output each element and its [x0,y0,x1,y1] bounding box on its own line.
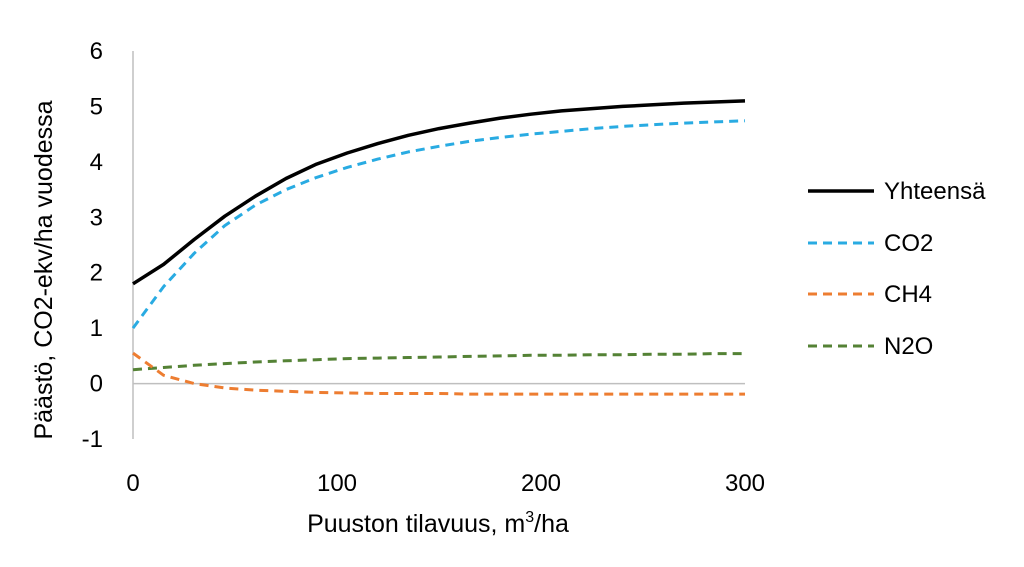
x-tick-label: 300 [725,470,765,497]
y-tick-label: 3 [90,204,103,231]
y-tick-label: 1 [90,315,103,342]
series-line-co2 [131,119,746,329]
legend-label-n2o: N2O [884,333,933,360]
axes [132,51,745,439]
series-lines [131,99,746,396]
x-axis-title: Puuston tilavuus, m3/ha [307,509,569,538]
y-tick-label: 6 [90,38,103,65]
x-axis-title-main: Puuston tilavuus, m [307,510,525,538]
y-tick-label: 0 [90,371,103,398]
legend-label-ch4: CH4 [884,281,932,308]
y-tick-label: 5 [90,93,103,120]
series-line-n2o [132,352,745,372]
series-line-ch4 [132,351,745,396]
x-tick-label: 0 [126,470,139,497]
y-tick-label: 4 [90,149,103,176]
legend: Yhteensä CO2 CH4 N2O [808,178,986,360]
y-axis-title: Päästö, CO2-ekv/ha vuodessa [30,100,58,439]
x-tick-label: 100 [317,470,357,497]
tick-labels: -1 0 1 2 3 4 5 6 0 100 200 300 [82,38,765,497]
legend-label-co2: CO2 [884,230,933,257]
legend-label-yhteens-: Yhteensä [884,178,986,205]
y-tick-label: -1 [82,426,103,453]
x-tick-label: 200 [521,470,561,497]
x-axis-title-superscript: 3 [525,509,534,526]
series-line-yhteens- [132,99,746,286]
y-tick-label: 2 [90,260,103,287]
x-axis-title-unit: /ha [534,510,569,538]
